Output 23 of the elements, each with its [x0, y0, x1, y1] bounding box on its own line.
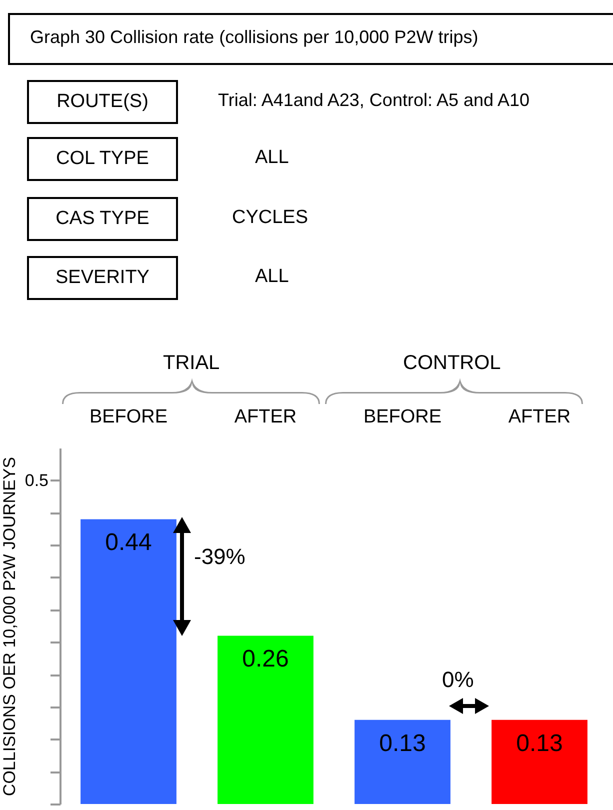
x-tick-label: AFTER: [508, 406, 571, 428]
text: SEVERITY: [27, 256, 178, 300]
data-label: 0.13: [516, 730, 563, 757]
text: CONTROL: [403, 352, 501, 375]
text: CYCLES: [232, 207, 308, 229]
text: Trial: A41and A23, Control: A5 and A10: [218, 90, 530, 111]
text: ALL: [255, 266, 289, 288]
y-tick-label: 0.5: [24, 470, 48, 490]
data-label: 0.44: [105, 529, 152, 556]
x-tick-label: BEFORE: [89, 406, 168, 428]
x-tick-label: BEFORE: [363, 406, 442, 428]
annotation: -39%: [194, 544, 246, 570]
text: ALL: [255, 147, 289, 169]
data-label: 0.13: [379, 730, 426, 757]
text: COL TYPE: [27, 137, 178, 181]
text: TRIAL: [163, 352, 220, 375]
text: CAS TYPE: [27, 197, 178, 241]
annotation: 0%: [442, 667, 474, 693]
y-axis-title: COLLISIONS OER 10,000 P2W JOURNEYS: [0, 456, 19, 796]
text: ROUTE(S): [27, 80, 178, 124]
chart-title: Graph 30 Collision rate (collisions per 10,000 P2W trips): [8, 13, 613, 65]
x-tick-label: AFTER: [234, 406, 297, 428]
data-label: 0.26: [242, 646, 289, 673]
